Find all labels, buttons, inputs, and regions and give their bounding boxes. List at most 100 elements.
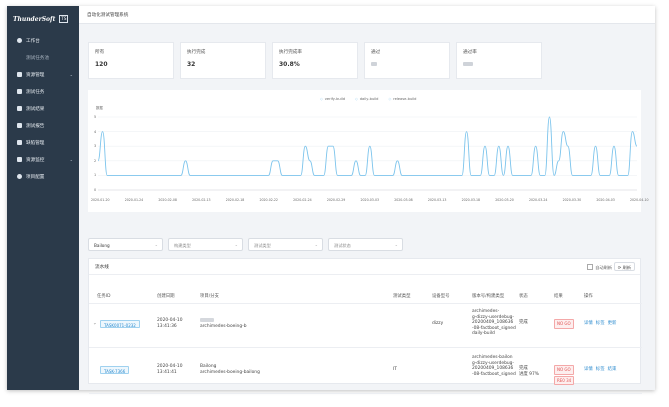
legend-item: verify-build bbox=[320, 97, 345, 101]
stat-value: 30.8% bbox=[279, 61, 300, 68]
column-header: 设备型号 bbox=[432, 294, 450, 299]
page-title: 自动化测试管理系统 bbox=[87, 13, 129, 18]
nav-icon bbox=[17, 72, 22, 77]
stat-card: 执行完成率 30.8% bbox=[272, 42, 358, 79]
sidebar-item[interactable]: 测试任务 bbox=[7, 83, 79, 100]
version-line: 20200409_108636 bbox=[472, 320, 514, 326]
filter-value: 测试状态 bbox=[334, 243, 351, 248]
filter-value: Bailong bbox=[94, 243, 110, 248]
x-tick-label: 2020-02-13 bbox=[192, 198, 211, 202]
task-id-tag[interactable]: TASK0071-0232 bbox=[100, 320, 140, 328]
date-line: 13:41:36 bbox=[157, 323, 177, 329]
sidebar-item-label: 测试任务 bbox=[26, 89, 45, 95]
sidebar-item-label: 资源监控 bbox=[26, 157, 45, 163]
sidebar-item[interactable]: 测试结果 bbox=[7, 100, 79, 117]
filter-select[interactable]: 测试类型 ⌄ bbox=[248, 238, 323, 251]
stat-value-redacted bbox=[371, 62, 377, 66]
sidebar-item[interactable]: 测试报告 bbox=[7, 117, 79, 134]
stat-label: 执行完成 bbox=[187, 50, 206, 55]
row-actions: 详情 标签 结束 bbox=[584, 367, 619, 373]
stat-value-redacted bbox=[463, 62, 473, 66]
status-line: 完成 bbox=[519, 366, 528, 371]
action-link[interactable]: 标签 bbox=[595, 367, 605, 372]
y-axis-label: 数据 bbox=[96, 106, 103, 110]
nav-icon bbox=[17, 38, 22, 43]
column-header: 创建日期 bbox=[157, 294, 175, 299]
version-line: -08-factboot_signed bbox=[472, 371, 516, 377]
task-id-tag[interactable]: TASK-7366 bbox=[100, 366, 130, 374]
date-line: 2020-04-10 bbox=[157, 364, 183, 369]
sidebar: ThunderSoft TS 工作台 测试任务池 资源管理 ⌄ 测试任务 测试结果 测试报告… bbox=[7, 6, 79, 390]
x-tick-label: 2020-02-18 bbox=[225, 198, 245, 202]
x-tick-label: 2020-02-22 bbox=[259, 198, 278, 202]
column-header: 操作 bbox=[584, 294, 593, 299]
legend-item: daily-build bbox=[355, 97, 379, 101]
stat-label: 所有 bbox=[95, 50, 105, 55]
sidebar-item[interactable]: 资源管理 ⌄ bbox=[7, 66, 79, 83]
x-tick-label: 2020-01-24 bbox=[124, 198, 144, 202]
status-line: 进度 97% bbox=[519, 371, 539, 377]
nav-icon bbox=[17, 106, 22, 111]
refresh-label: 刷新 bbox=[622, 265, 631, 270]
column-header: 项目/分支 bbox=[200, 294, 220, 299]
version-line: -08-factboot_signed bbox=[472, 325, 516, 331]
stat-card: 通过率 bbox=[456, 42, 542, 79]
brand-mark: TS bbox=[59, 15, 69, 23]
sidebar-item-label: 测试结果 bbox=[26, 106, 45, 112]
sidebar-item[interactable]: 资源监控 ⌄ bbox=[7, 151, 79, 168]
auto-refresh-checkbox[interactable]: 自动刷新 bbox=[587, 264, 612, 271]
x-tick-label: 2020-02-08 bbox=[158, 198, 177, 202]
action-link[interactable]: 详情 bbox=[584, 367, 593, 372]
date-line: 2020-04-10 bbox=[157, 318, 183, 323]
nav-icon bbox=[17, 174, 22, 179]
branch-line: archimedes-boeing-b bbox=[200, 324, 247, 330]
action-link[interactable]: 详情 bbox=[584, 321, 593, 326]
filter-value: 构建类型 bbox=[174, 243, 191, 248]
run-status: 完成 进度 97% bbox=[519, 366, 539, 377]
result-badge: RE0 34 bbox=[554, 375, 575, 386]
sidebar-item[interactable]: 缺陷管理 bbox=[7, 134, 79, 151]
x-tick-label: 2020-03-18 bbox=[461, 198, 481, 202]
stat-label: 通过率 bbox=[463, 50, 477, 55]
y-tick-label: 0 bbox=[94, 188, 97, 192]
nav-icon bbox=[17, 89, 22, 94]
chevron-down-icon: ⌄ bbox=[69, 157, 73, 162]
x-tick-label: 2020-04-03 bbox=[596, 198, 615, 202]
action-link[interactable]: 标签 bbox=[595, 321, 605, 326]
sidebar-item[interactable]: 工作台 bbox=[7, 32, 79, 49]
status-line: 完成 bbox=[519, 320, 528, 325]
action-link[interactable]: 更新 bbox=[607, 321, 617, 326]
version-line: archimedes- bbox=[472, 309, 500, 314]
pipeline-list: 流水线 自动刷新 ⟳ 刷新 任务ID 创建日期 项目/分支 测试类型 设备型号 版本号/构… bbox=[88, 258, 642, 394]
sidebar-item[interactable]: 项目配置 bbox=[7, 168, 79, 185]
stat-card: 执行完成 32 bbox=[180, 42, 266, 79]
filter-select[interactable]: 测试状态 ⌄ bbox=[328, 238, 403, 251]
expand-icon[interactable]: › bbox=[91, 322, 97, 325]
version-build: archimedes-g-dizzy-userdebug- 20200409_10… bbox=[472, 309, 516, 337]
result-badge: NO GO bbox=[554, 365, 574, 375]
action-link[interactable]: 结束 bbox=[607, 367, 617, 372]
x-tick-label: 2020-03-03 bbox=[360, 198, 380, 202]
y-tick-label: 1 bbox=[94, 173, 97, 178]
stat-card: 所有 120 bbox=[88, 42, 174, 79]
column-header: 结果 bbox=[554, 294, 563, 299]
test-type: IT bbox=[393, 367, 397, 372]
nav-icon bbox=[17, 140, 22, 145]
filter-select[interactable]: Bailong ⌄ bbox=[88, 238, 163, 251]
branch-line: archimedes-boeing-bailong bbox=[200, 369, 260, 375]
row-actions: 详情 标签 更新 bbox=[584, 321, 619, 327]
redacted-block bbox=[200, 318, 214, 322]
version-line: daily-build bbox=[472, 331, 495, 337]
refresh-button[interactable]: ⟳ 刷新 bbox=[613, 262, 635, 271]
x-tick-label: 2020-03-20 bbox=[495, 198, 514, 202]
version-line: archimedes-bailon bbox=[472, 355, 513, 360]
result: NO GO RE0 34 bbox=[554, 365, 575, 386]
device-model: dizzy bbox=[432, 321, 444, 326]
list-title: 流水线 bbox=[95, 265, 109, 270]
version-line: g-dizzy-userdebug- bbox=[472, 360, 515, 366]
trend-chart: verify-build daily-build release-build 数据 0… bbox=[88, 90, 649, 212]
sidebar-item[interactable]: 测试任务池 bbox=[7, 49, 79, 66]
filter-select[interactable]: 构建类型 ⌄ bbox=[168, 238, 243, 251]
column-header: 状态 bbox=[519, 294, 528, 299]
stat-label: 执行完成率 bbox=[279, 50, 302, 55]
